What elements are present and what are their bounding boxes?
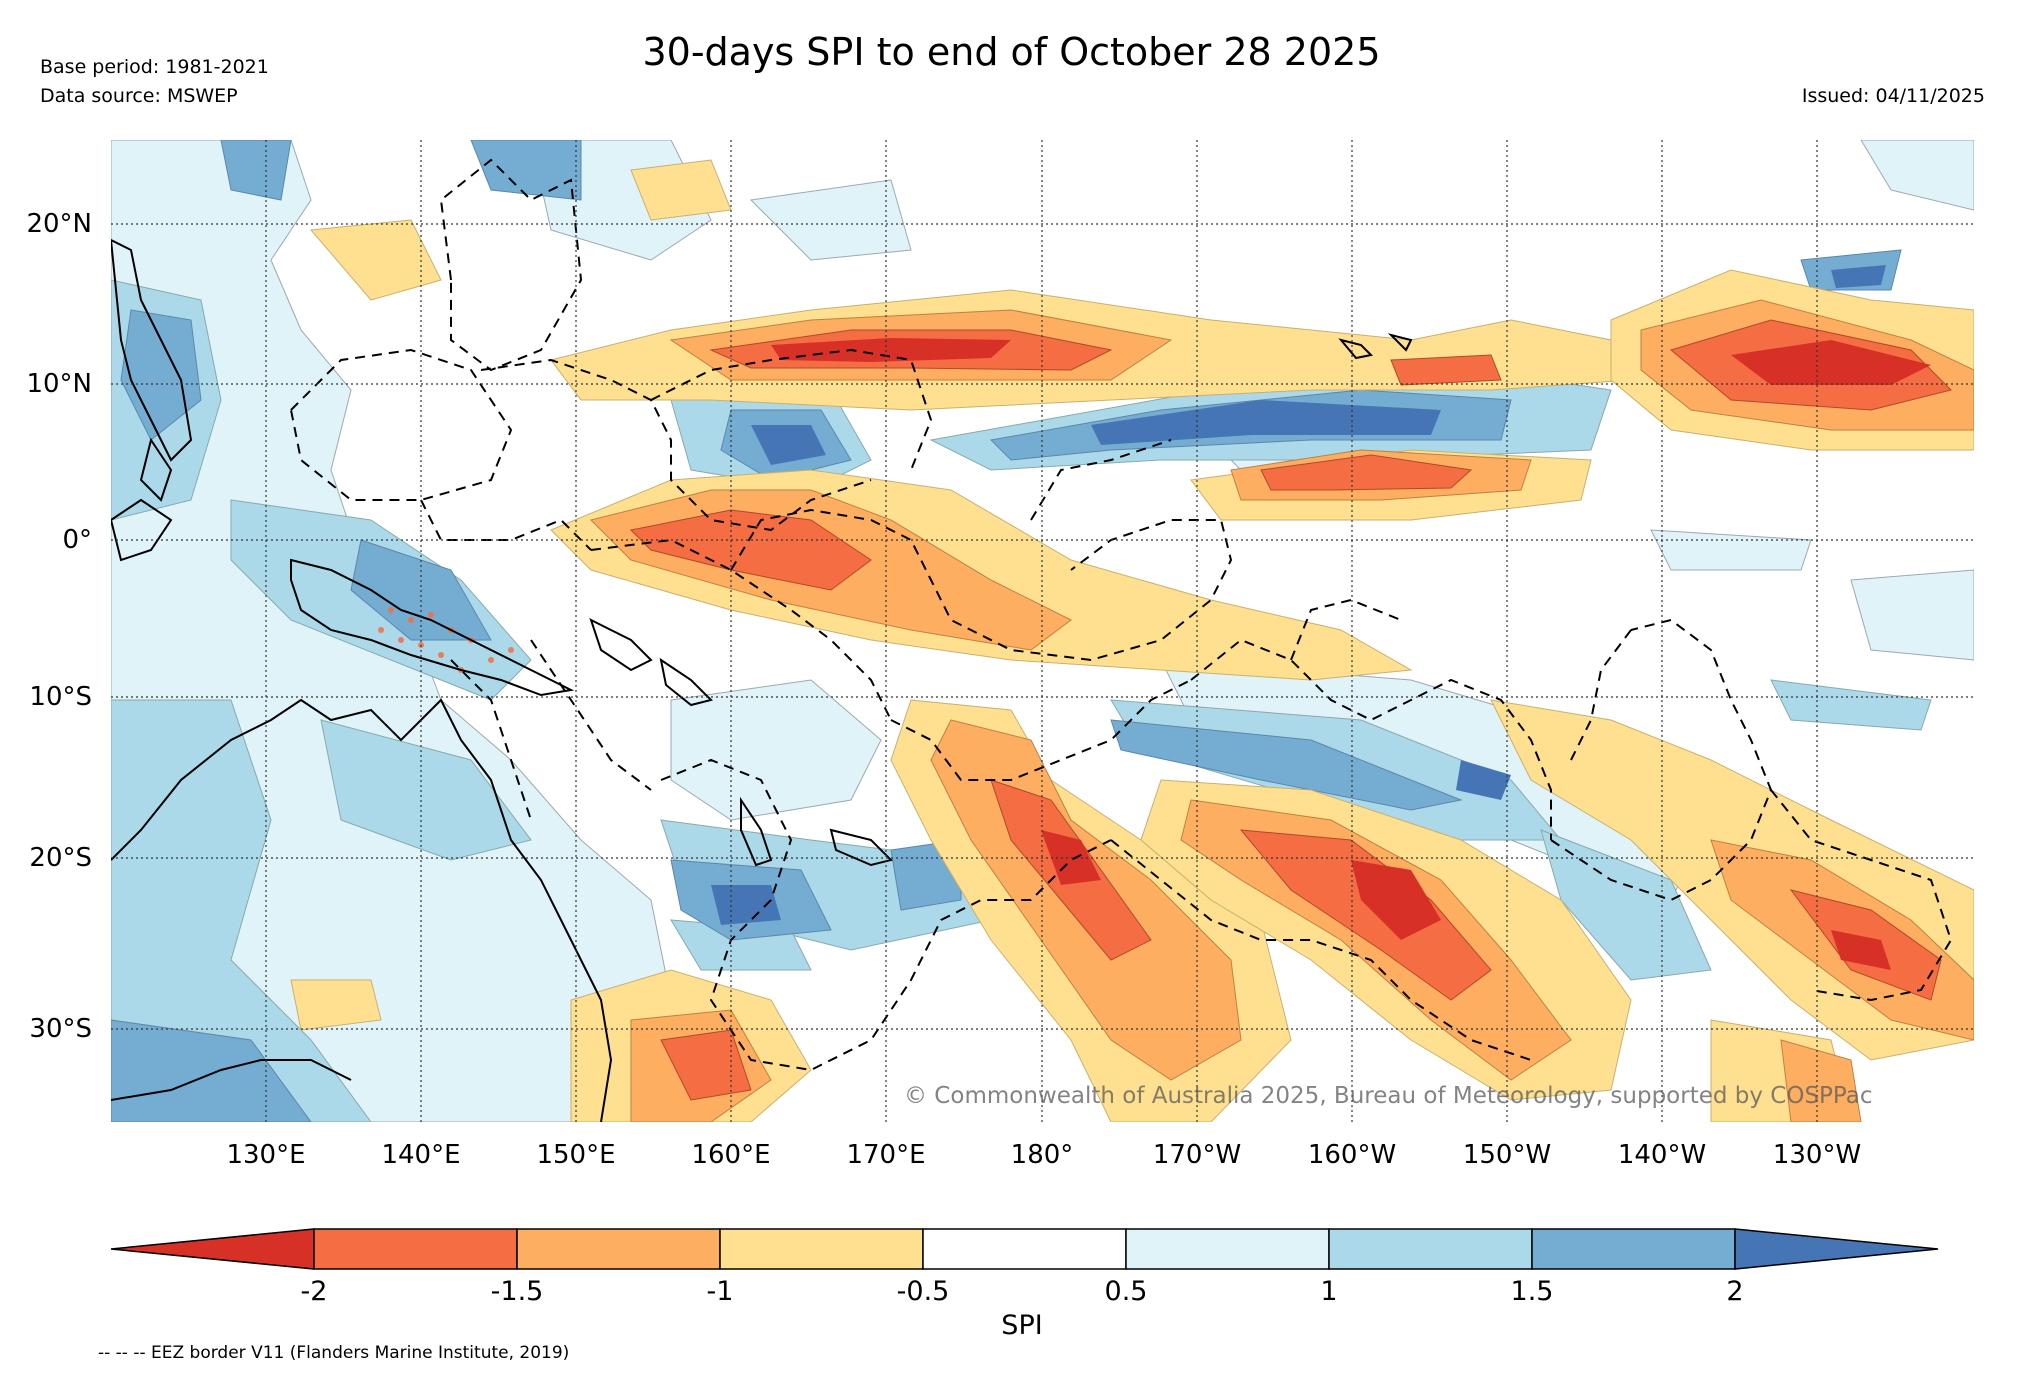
lon-label-160e: 160°E bbox=[691, 1140, 771, 1170]
issued-date-label: Issued: 04/11/2025 bbox=[1801, 85, 1985, 107]
colorbar-tick-2: 2 bbox=[1726, 1276, 1744, 1307]
lat-label-30s: 30°S bbox=[29, 1014, 92, 1044]
spi-extreme-wet-regions bbox=[711, 265, 1886, 925]
colorbar-segment-dry bbox=[516, 1228, 721, 1270]
colorbar-tick-neg0-5: -0.5 bbox=[896, 1276, 950, 1307]
lon-label-170w: 170°W bbox=[1152, 1140, 1242, 1170]
colorbar-tick-neg2: -2 bbox=[300, 1276, 328, 1307]
lon-label-180: 180° bbox=[1010, 1140, 1074, 1170]
colorbar-segment-mod-dry bbox=[719, 1228, 924, 1270]
base-period-label: Base period: 1981-2021 bbox=[40, 56, 269, 78]
lon-label-140e: 140°E bbox=[381, 1140, 461, 1170]
colorbar-segment-very-wet bbox=[1531, 1228, 1736, 1270]
spi-extreme-dry-regions bbox=[771, 338, 1931, 970]
colorbar-segment-mod-wet bbox=[1125, 1228, 1330, 1270]
spi-map bbox=[111, 140, 1974, 1122]
eez-border-note: -- -- -- EEZ border V11 (Flanders Marine… bbox=[98, 1343, 570, 1363]
copyright-notice: © Commonwealth of Australia 2025, Bureau… bbox=[904, 1083, 1873, 1109]
colorbar-segment-very-dry bbox=[313, 1228, 518, 1270]
colorbar-segment-wet bbox=[1328, 1228, 1533, 1270]
lat-label-10s: 10°S bbox=[29, 682, 92, 712]
map-gridlines bbox=[111, 140, 1974, 1122]
lat-label-20s: 20°S bbox=[29, 843, 92, 873]
chart-title: 30-days SPI to end of October 28 2025 bbox=[642, 30, 1381, 74]
colorbar-tick-1-5: 1.5 bbox=[1510, 1276, 1554, 1307]
lat-label-0: 0° bbox=[62, 525, 92, 555]
colorbar-segment-extreme-dry bbox=[110, 1228, 315, 1270]
lon-label-150e: 150°E bbox=[536, 1140, 616, 1170]
colorbar-tick-neg1-5: -1.5 bbox=[490, 1276, 544, 1307]
colorbar-label: SPI bbox=[1001, 1310, 1043, 1341]
colorbar-tick-neg1: -1 bbox=[706, 1276, 734, 1307]
colorbar-tick-1: 1 bbox=[1320, 1276, 1338, 1307]
lat-label-10n: 10°N bbox=[26, 369, 92, 399]
lon-label-160w: 160°W bbox=[1307, 1140, 1397, 1170]
lat-label-20n: 20°N bbox=[26, 209, 92, 239]
colorbar-segment-extreme-wet bbox=[1734, 1228, 1939, 1270]
lon-label-140w: 140°W bbox=[1617, 1140, 1707, 1170]
spi-map-canvas bbox=[111, 140, 1974, 1122]
spi-colorbar bbox=[110, 1228, 1939, 1270]
colorbar-segment-normal bbox=[922, 1228, 1127, 1270]
lon-label-130w: 130°W bbox=[1772, 1140, 1862, 1170]
data-source-label: Data source: MSWEP bbox=[40, 85, 238, 107]
lon-label-170e: 170°E bbox=[846, 1140, 926, 1170]
lon-label-130e: 130°E bbox=[226, 1140, 306, 1170]
lon-label-150w: 150°W bbox=[1462, 1140, 1552, 1170]
colorbar-tick-0-5: 0.5 bbox=[1104, 1276, 1148, 1307]
coastlines bbox=[111, 238, 1413, 1122]
